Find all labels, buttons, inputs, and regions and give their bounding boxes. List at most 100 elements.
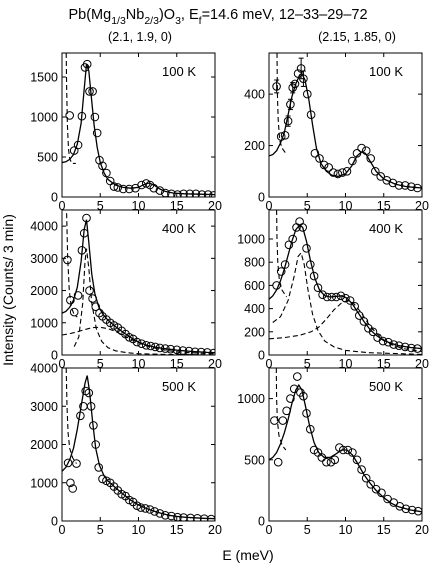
y-tick-label: 4000 xyxy=(30,362,58,376)
data-point xyxy=(366,480,376,489)
y-axis-label: Intensity (Counts/ 3 min) xyxy=(0,214,16,366)
data-point xyxy=(178,346,188,355)
plot-area xyxy=(269,210,422,355)
data-point xyxy=(389,340,399,349)
column-label-right: (2.15, 1.85, 0) xyxy=(318,30,396,44)
data-point xyxy=(352,455,362,465)
x-axis-label: E (meV) xyxy=(222,547,273,563)
data-point xyxy=(85,286,94,295)
data-point xyxy=(173,512,182,521)
y-tick-label: 2000 xyxy=(30,438,58,452)
data-point xyxy=(366,154,376,163)
plot-area xyxy=(62,213,215,355)
y-tick-label: 500 xyxy=(37,151,58,165)
temperature-label: 500 K xyxy=(369,379,403,394)
y-tick-label: 1000 xyxy=(30,316,58,330)
component-fit-line xyxy=(272,251,422,355)
data-point xyxy=(357,465,366,474)
data-point xyxy=(197,190,207,197)
data-point xyxy=(306,260,315,269)
y-tick-label: 0 xyxy=(258,349,265,363)
data-point xyxy=(324,163,334,172)
data-point xyxy=(317,453,327,462)
data-point xyxy=(342,167,352,176)
y-tick-label: 1000 xyxy=(30,111,58,125)
data-point xyxy=(76,411,85,421)
data-point xyxy=(413,506,422,516)
panel-p500b: 0 5 10 15 20 0 500 1000 500 K xyxy=(237,367,429,537)
x-tick-label: 15 xyxy=(377,523,391,537)
y-tick-label: 500 xyxy=(244,453,265,467)
data-point xyxy=(85,87,94,96)
data-point xyxy=(306,424,315,434)
data-point xyxy=(278,416,288,425)
x-tick-label: 0 xyxy=(59,357,66,371)
data-point xyxy=(401,504,411,514)
y-tick-label: 400 xyxy=(244,88,265,102)
component-fit-line xyxy=(66,213,78,318)
data-point xyxy=(377,488,386,498)
data-point xyxy=(293,69,303,78)
data-point xyxy=(384,337,393,347)
data-point xyxy=(91,440,100,449)
data-point xyxy=(141,504,150,513)
data-point xyxy=(327,292,337,302)
x-tick-label: 0 xyxy=(266,357,273,371)
y-tick-label: 200 xyxy=(244,139,265,153)
data-point xyxy=(203,190,213,197)
temperature-label: 400 K xyxy=(369,221,403,236)
data-point xyxy=(371,167,380,176)
data-point xyxy=(109,182,119,191)
y-tick-label: 3000 xyxy=(30,400,58,414)
data-point xyxy=(145,505,155,514)
data-point xyxy=(359,317,369,326)
y-tick-label: 1000 xyxy=(237,392,265,406)
y-tick-label: 0 xyxy=(258,191,265,205)
data-point xyxy=(137,339,146,349)
data-point xyxy=(315,154,324,163)
component-fit-line xyxy=(269,299,422,353)
data-point xyxy=(333,169,343,179)
component-fit-line xyxy=(276,53,287,154)
plot-area xyxy=(269,53,422,193)
x-tick-label: 0 xyxy=(59,523,66,537)
data-point xyxy=(179,189,188,197)
data-point xyxy=(280,131,290,140)
data-point xyxy=(79,228,89,238)
data-point xyxy=(209,348,215,355)
data-point xyxy=(336,291,346,301)
data-point xyxy=(306,110,316,119)
x-tick-label: 0 xyxy=(266,523,273,537)
data-point xyxy=(272,82,281,91)
data-point xyxy=(196,347,206,355)
x-tick-label: 20 xyxy=(415,523,429,537)
data-point xyxy=(376,172,386,181)
data-point xyxy=(193,514,202,521)
data-point xyxy=(66,295,75,305)
data-point xyxy=(282,406,291,416)
y-tick-label: 1500 xyxy=(30,71,58,85)
data-point xyxy=(313,283,323,293)
data-point xyxy=(172,345,182,355)
data-point xyxy=(92,128,102,138)
data-point xyxy=(318,290,327,300)
y-tick-label: 0 xyxy=(258,515,265,529)
panel-frame xyxy=(61,367,216,522)
data-point xyxy=(280,260,290,269)
data-point xyxy=(200,514,209,521)
temperature-label: 500 K xyxy=(162,379,196,394)
fit-line xyxy=(269,383,422,513)
y-tick-label: 200 xyxy=(244,325,265,339)
data-point xyxy=(298,223,308,232)
data-point xyxy=(161,511,170,520)
fit-line xyxy=(269,72,422,189)
data-point xyxy=(89,421,98,430)
data-point xyxy=(296,64,306,73)
data-point xyxy=(94,463,103,472)
component-fit-line xyxy=(62,326,215,355)
data-point xyxy=(348,156,357,166)
panel-p500a: 0 5 10 15 20 0 1000 2000 3000 4000 500 K xyxy=(30,362,222,538)
data-point xyxy=(98,161,107,171)
